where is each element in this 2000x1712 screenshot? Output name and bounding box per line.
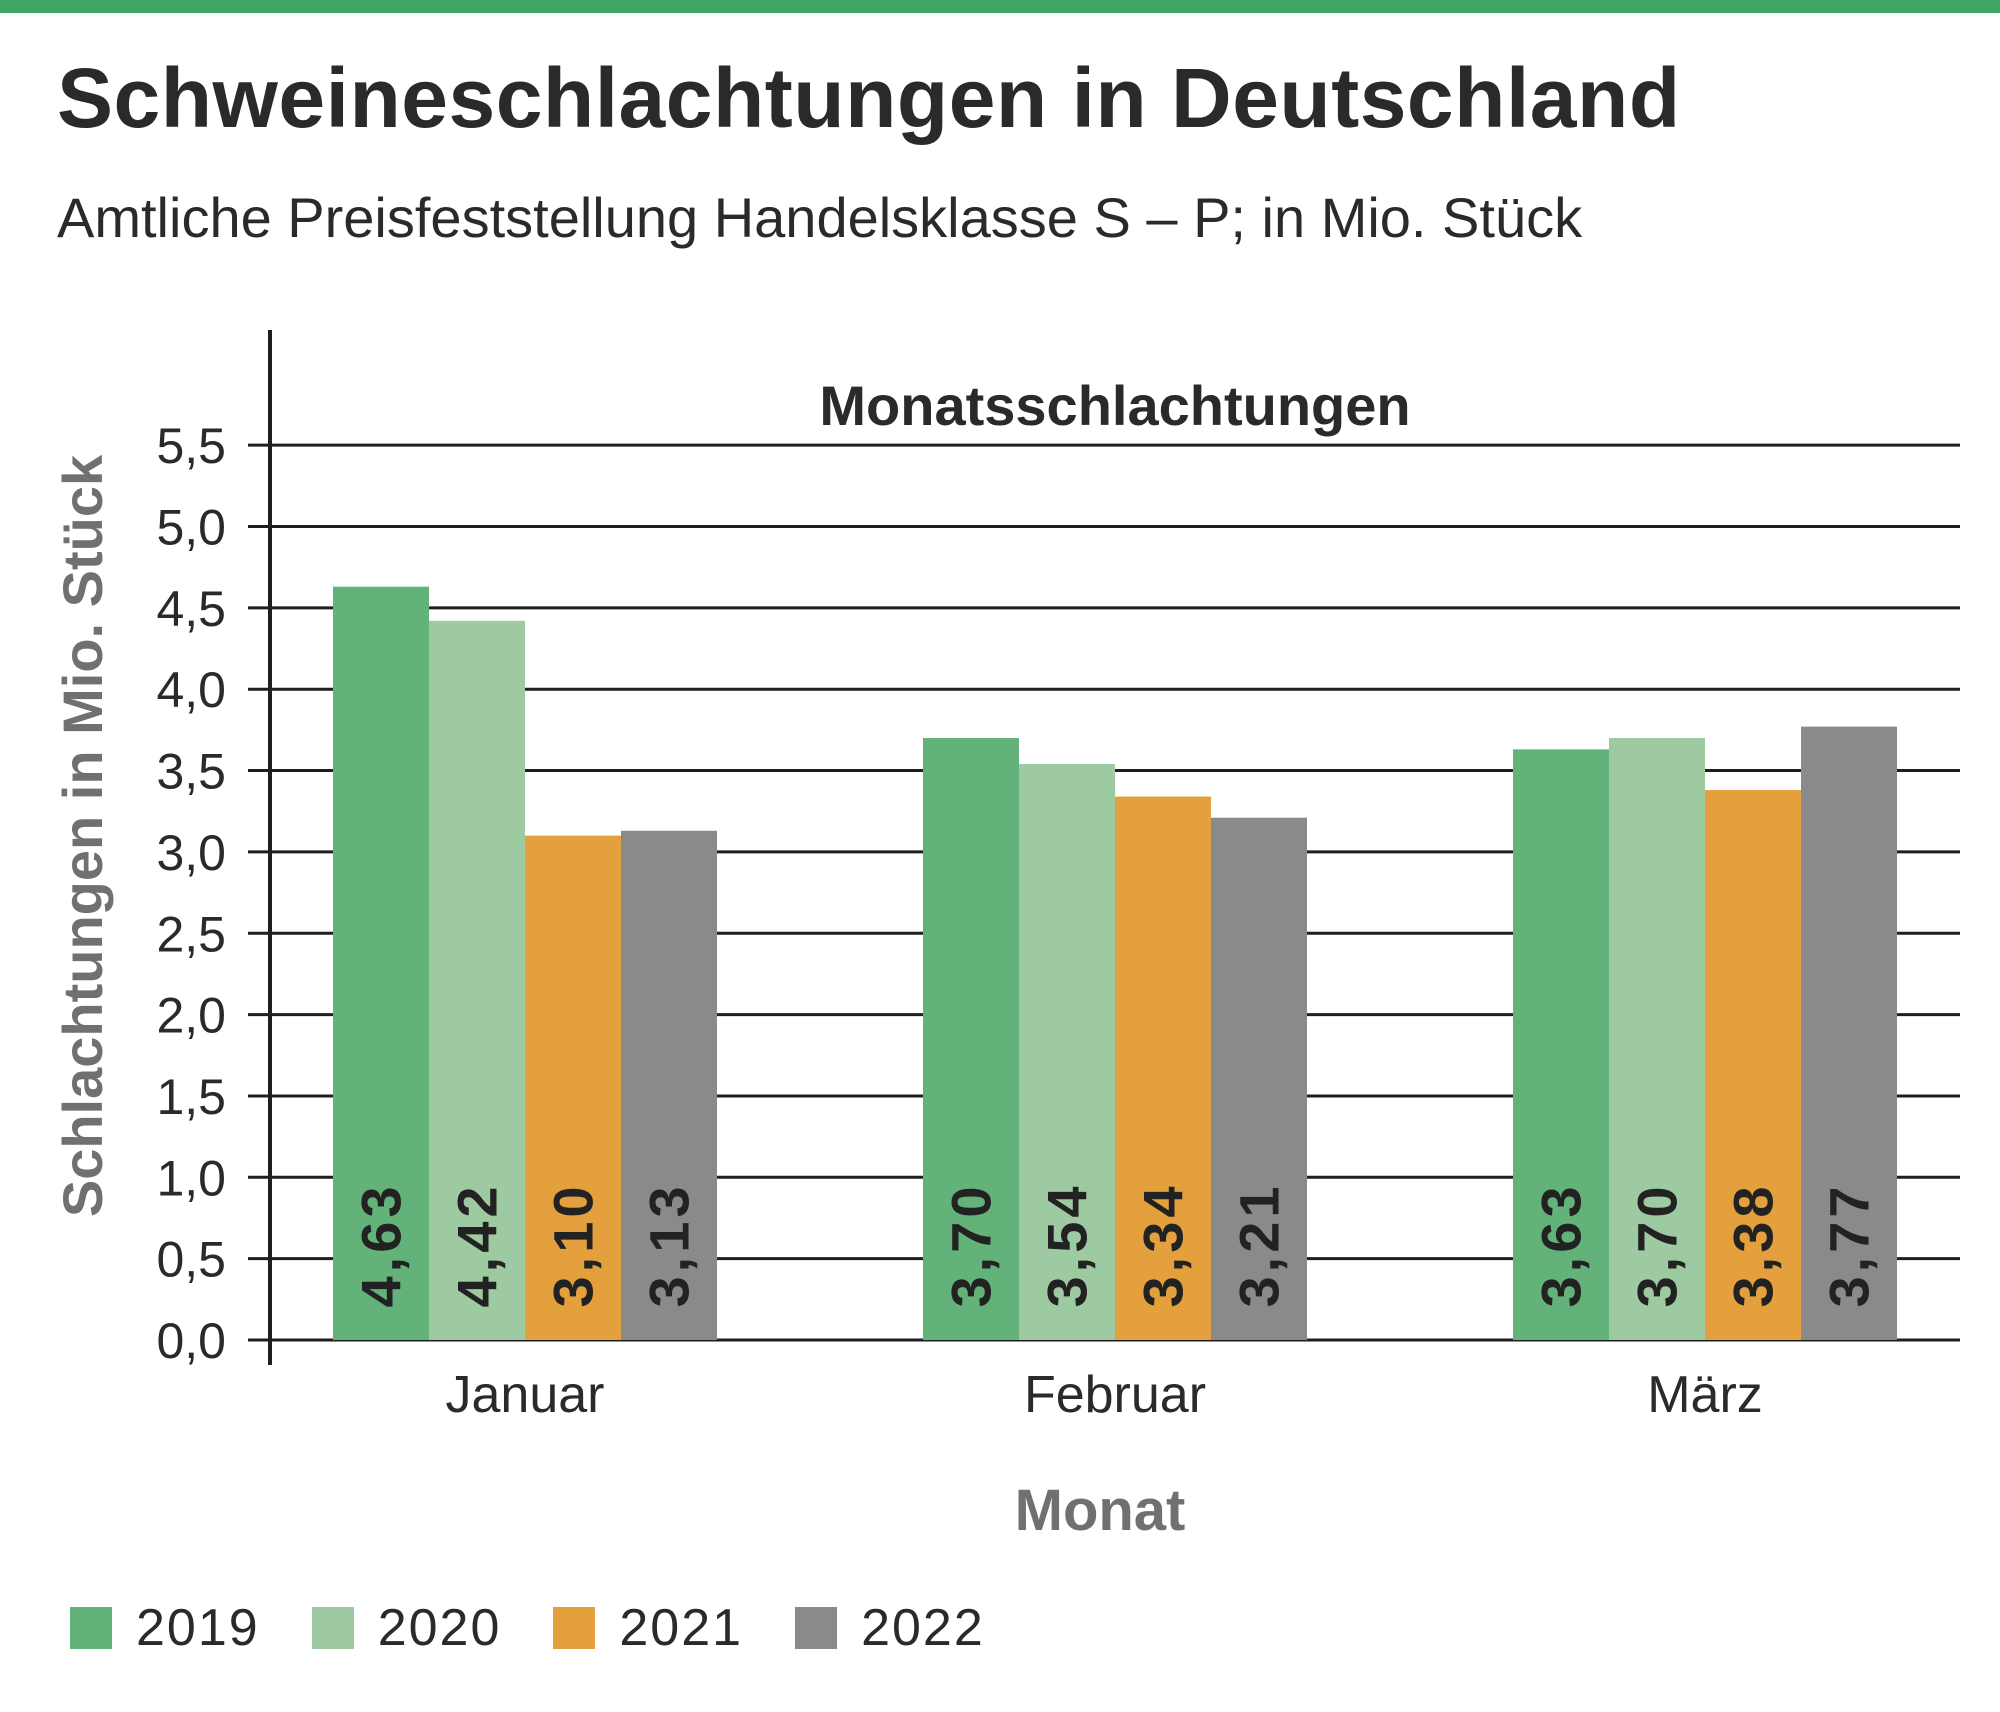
bar-2019-Januar	[333, 586, 429, 1340]
bar-2022-März	[1801, 726, 1897, 1340]
legend-label-2021: 2021	[619, 1599, 744, 1657]
y-tick-label: 2,5	[156, 906, 226, 962]
bar-2021-Februar	[1115, 796, 1211, 1340]
y-axis-title: Schlachtungen in Mio. Stück	[51, 454, 114, 1217]
bar-chart: 0,0 0,5 1,0 1,5 2,0 2,5 3,0 3,5 4,0 4,5 5,0 5,5 4,63…	[51, 330, 1960, 1543]
data-label: 3,70	[940, 1183, 1003, 1308]
bar-2022-Januar	[621, 830, 717, 1340]
bar-2021-Januar	[525, 835, 621, 1340]
data-label: 3,54	[1036, 1183, 1099, 1308]
legend-label-2022: 2022	[861, 1599, 985, 1657]
bar-2019-Februar	[923, 738, 1019, 1340]
y-tick-label: 4,0	[156, 662, 226, 718]
legend-swatch-2022	[795, 1607, 838, 1649]
y-tick-label: 5,5	[156, 418, 226, 474]
bar-2021-März	[1705, 790, 1801, 1340]
data-label: 3,13	[638, 1183, 701, 1308]
chart-subtitle: Amtliche Preisfeststellung Handelsklasse…	[57, 186, 1583, 249]
y-tick-label: 0,5	[156, 1232, 226, 1288]
data-label: 3,34	[1132, 1183, 1195, 1308]
y-tick-label: 3,0	[156, 825, 226, 881]
x-tick-label: März	[1647, 1366, 1763, 1424]
data-label: 4,42	[446, 1183, 509, 1308]
data-label: 3,70	[1626, 1183, 1689, 1308]
data-label: 4,63	[350, 1183, 413, 1308]
x-tick-label: Februar	[1024, 1366, 1206, 1424]
y-tick-label: 5,0	[156, 500, 226, 556]
y-tick-label: 1,0	[156, 1150, 226, 1206]
y-tick-label: 3,5	[156, 744, 226, 800]
x-tick-label: Januar	[446, 1366, 605, 1424]
legend-item-2019: 2019	[70, 1598, 260, 1658]
bar-2019-März	[1513, 749, 1609, 1340]
legend-label-2019: 2019	[136, 1599, 260, 1657]
y-tick-label: 0,0	[156, 1313, 226, 1369]
data-label: 3,77	[1818, 1183, 1881, 1308]
bar-2020-Februar	[1019, 764, 1115, 1340]
data-label: 3,38	[1722, 1183, 1785, 1308]
bar-2020-Januar	[429, 620, 525, 1340]
legend: 2019 2020 2021 2022	[70, 1598, 1037, 1658]
legend-swatch-2020	[311, 1607, 354, 1649]
chart-title: Schweineschlachtungen in Deutschland	[57, 51, 1681, 145]
bar-2020-März	[1609, 738, 1705, 1340]
legend-swatch-2019	[70, 1607, 112, 1649]
data-label: 3,21	[1228, 1183, 1291, 1308]
legend-item-2020: 2020	[311, 1598, 502, 1658]
x-axis-title: Monat	[1015, 1478, 1186, 1543]
plot-annotation: Monatsschlachtungen	[819, 374, 1410, 437]
legend-label-2020: 2020	[377, 1599, 502, 1657]
legend-item-2021: 2021	[553, 1598, 743, 1658]
data-label: 3,10	[542, 1183, 605, 1308]
legend-swatch-2021	[553, 1607, 596, 1649]
bar-2022-Februar	[1211, 817, 1307, 1340]
y-tick-label: 4,5	[156, 581, 226, 637]
top-accent-bar	[0, 0, 2000, 13]
data-label: 3,63	[1530, 1183, 1593, 1308]
y-tick-label: 1,5	[156, 1069, 226, 1125]
y-tick-label: 2,0	[156, 988, 226, 1044]
legend-item-2022: 2022	[795, 1598, 985, 1658]
